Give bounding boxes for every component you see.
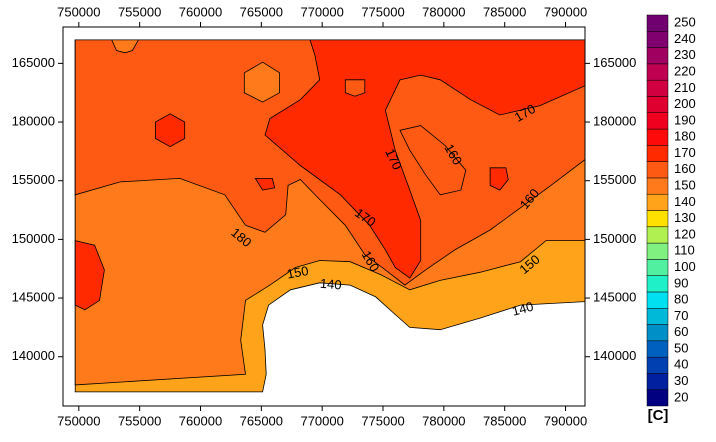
colorbar-swatch <box>646 373 669 390</box>
x-tick-label: 775000 <box>361 4 404 19</box>
contour-band <box>344 79 366 97</box>
colorbar-swatch <box>646 112 669 130</box>
contour-band <box>264 39 585 279</box>
colorbar-swatch <box>646 47 669 65</box>
colorbar-swatch <box>646 193 669 211</box>
y-tick-label: 145000 <box>593 289 636 304</box>
y-tick-label: 155000 <box>12 172 55 187</box>
x-tick-label: 755000 <box>118 4 161 19</box>
colorbar-swatch <box>646 128 669 146</box>
colorbar-swatch <box>646 340 669 358</box>
colorbar-swatch <box>646 96 669 114</box>
y-tick-label: 150000 <box>593 231 636 246</box>
colorbar-swatch <box>646 389 669 407</box>
colorbar-tick-label: 80 <box>674 292 688 307</box>
contour-band <box>399 125 467 196</box>
x-tick-label: 765000 <box>240 413 283 428</box>
colorbar-tick-label: 130 <box>674 210 696 225</box>
y-tick-label: 165000 <box>593 55 636 70</box>
x-tick-label: 760000 <box>179 4 222 19</box>
x-tick-label: 780000 <box>422 413 465 428</box>
y-tick-label: 145000 <box>12 289 55 304</box>
colorbar-tick-label: 170 <box>674 145 696 160</box>
colorbar-swatch <box>646 291 669 309</box>
plot-frame <box>62 26 586 407</box>
colorbar-swatch <box>646 31 669 48</box>
x-tick-label: 785000 <box>483 413 526 428</box>
colorbar-tick-label: 250 <box>674 15 696 30</box>
contour-label: 140 <box>510 299 535 319</box>
contour-label: 140 <box>319 276 342 293</box>
y-tick-label: 180000 <box>593 113 636 128</box>
contour-band <box>254 177 276 191</box>
colorbar-tick-label: 210 <box>674 80 696 95</box>
colorbar-tick-label: 160 <box>674 161 696 176</box>
x-tick-label: 770000 <box>300 413 343 428</box>
x-tick-label: 765000 <box>240 4 283 19</box>
x-tick-label: 755000 <box>118 413 161 428</box>
contour-band <box>243 61 281 103</box>
colorbar-tick-label: 40 <box>674 357 688 372</box>
colorbar-tick-label: 90 <box>674 275 688 290</box>
colorbar-swatch <box>646 242 669 260</box>
colorbar-swatch <box>646 275 669 293</box>
colorbar-swatch <box>646 356 669 374</box>
y-tick-label: 155000 <box>593 172 636 187</box>
x-tick-label: 760000 <box>179 413 222 428</box>
contour-band <box>155 113 186 148</box>
colorbar-tick-label: 200 <box>674 96 696 111</box>
colorbar-tick-label: 20 <box>674 389 688 404</box>
colorbar-swatch <box>646 324 669 342</box>
colorbar-swatch <box>646 210 669 228</box>
colorbar-swatch <box>646 14 669 32</box>
x-tick-label: 790000 <box>544 4 587 19</box>
x-tick-label: 750000 <box>57 413 100 428</box>
x-tick-label: 775000 <box>361 413 404 428</box>
colorbar-tick-label: 70 <box>674 308 688 323</box>
colorbar-tick-label: 230 <box>674 47 696 62</box>
y-tick-label: 150000 <box>12 231 55 246</box>
colorbar-swatch <box>646 161 669 179</box>
y-tick-label: 180000 <box>12 113 55 128</box>
colorbar-tick-label: 150 <box>674 178 696 193</box>
colorbar-tick-label: 240 <box>674 31 696 46</box>
colorbar-tick-label: 110 <box>674 243 695 258</box>
contour-band <box>489 167 509 191</box>
y-tick-label: 140000 <box>593 348 636 363</box>
contour-band <box>111 39 140 54</box>
contour-label: 150 <box>286 263 310 282</box>
colorbar-swatch <box>646 226 669 244</box>
x-tick-label: 750000 <box>57 4 100 19</box>
colorbar-tick-label: 50 <box>674 340 688 355</box>
colorbar-swatch <box>646 259 669 276</box>
x-tick-label: 780000 <box>422 4 465 19</box>
x-tick-label: 790000 <box>544 413 587 428</box>
x-tick-label: 785000 <box>483 4 526 19</box>
colorbar-tick-label: 30 <box>674 373 688 388</box>
contour-band <box>74 240 105 311</box>
colorbar-tick-label: 100 <box>674 259 696 274</box>
colorbar-tick-label: 60 <box>674 324 688 339</box>
colorbar-swatch <box>646 63 669 81</box>
y-tick-label: 165000 <box>12 55 55 70</box>
colorbar-tick-label: 120 <box>674 226 696 241</box>
colorbar-swatch <box>646 79 669 97</box>
colorbar-tick-label: 190 <box>674 112 696 127</box>
colorbar-tick-label: 140 <box>674 194 696 209</box>
x-tick-label: 770000 <box>300 4 343 19</box>
colorbar-swatch <box>646 308 669 325</box>
colorbar-tick-label: 180 <box>674 129 696 144</box>
colorbar-swatch <box>646 177 669 195</box>
colorbar-swatch <box>646 145 669 162</box>
colorbar-label: [C] <box>648 407 669 424</box>
y-tick-label: 140000 <box>12 348 55 363</box>
colorbar-tick-label: 220 <box>674 63 696 78</box>
